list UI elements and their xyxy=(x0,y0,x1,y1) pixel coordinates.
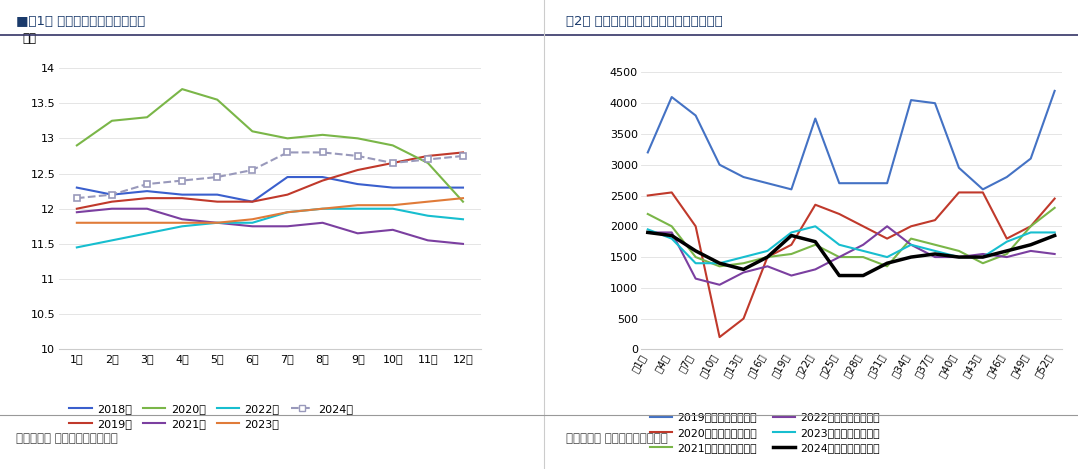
Text: ■图1： 在产蛋鸡存栏及未来预测: ■图1： 在产蛋鸡存栏及未来预测 xyxy=(16,15,146,28)
Y-axis label: 亿只: 亿只 xyxy=(23,32,37,45)
Text: 图2： 全国主产区蛋鸡淘鸡出栏量（万只）: 图2： 全国主产区蛋鸡淘鸡出栏量（万只） xyxy=(566,15,722,28)
Text: 数据来源： 銀河期货，卓创资讯: 数据来源： 銀河期货，卓创资讯 xyxy=(566,432,667,445)
Legend: 2019年出栏量（万只）, 2020年出栏量（万只）, 2021年出栏量（万只）, 2022年出栏量（万只）, 2023年出栏量（万只）, 2024年出栏量（万: 2019年出栏量（万只）, 2020年出栏量（万只）, 2021年出栏量（万只）… xyxy=(646,408,884,457)
Legend: 2018年, 2019年, 2020年, 2021年, 2022年, 2023年, 2024年: 2018年, 2019年, 2020年, 2021年, 2022年, 2023年… xyxy=(65,399,358,434)
Text: 数据来源： 銀河期货，卓创资讯: 数据来源： 銀河期货，卓创资讯 xyxy=(16,432,118,445)
